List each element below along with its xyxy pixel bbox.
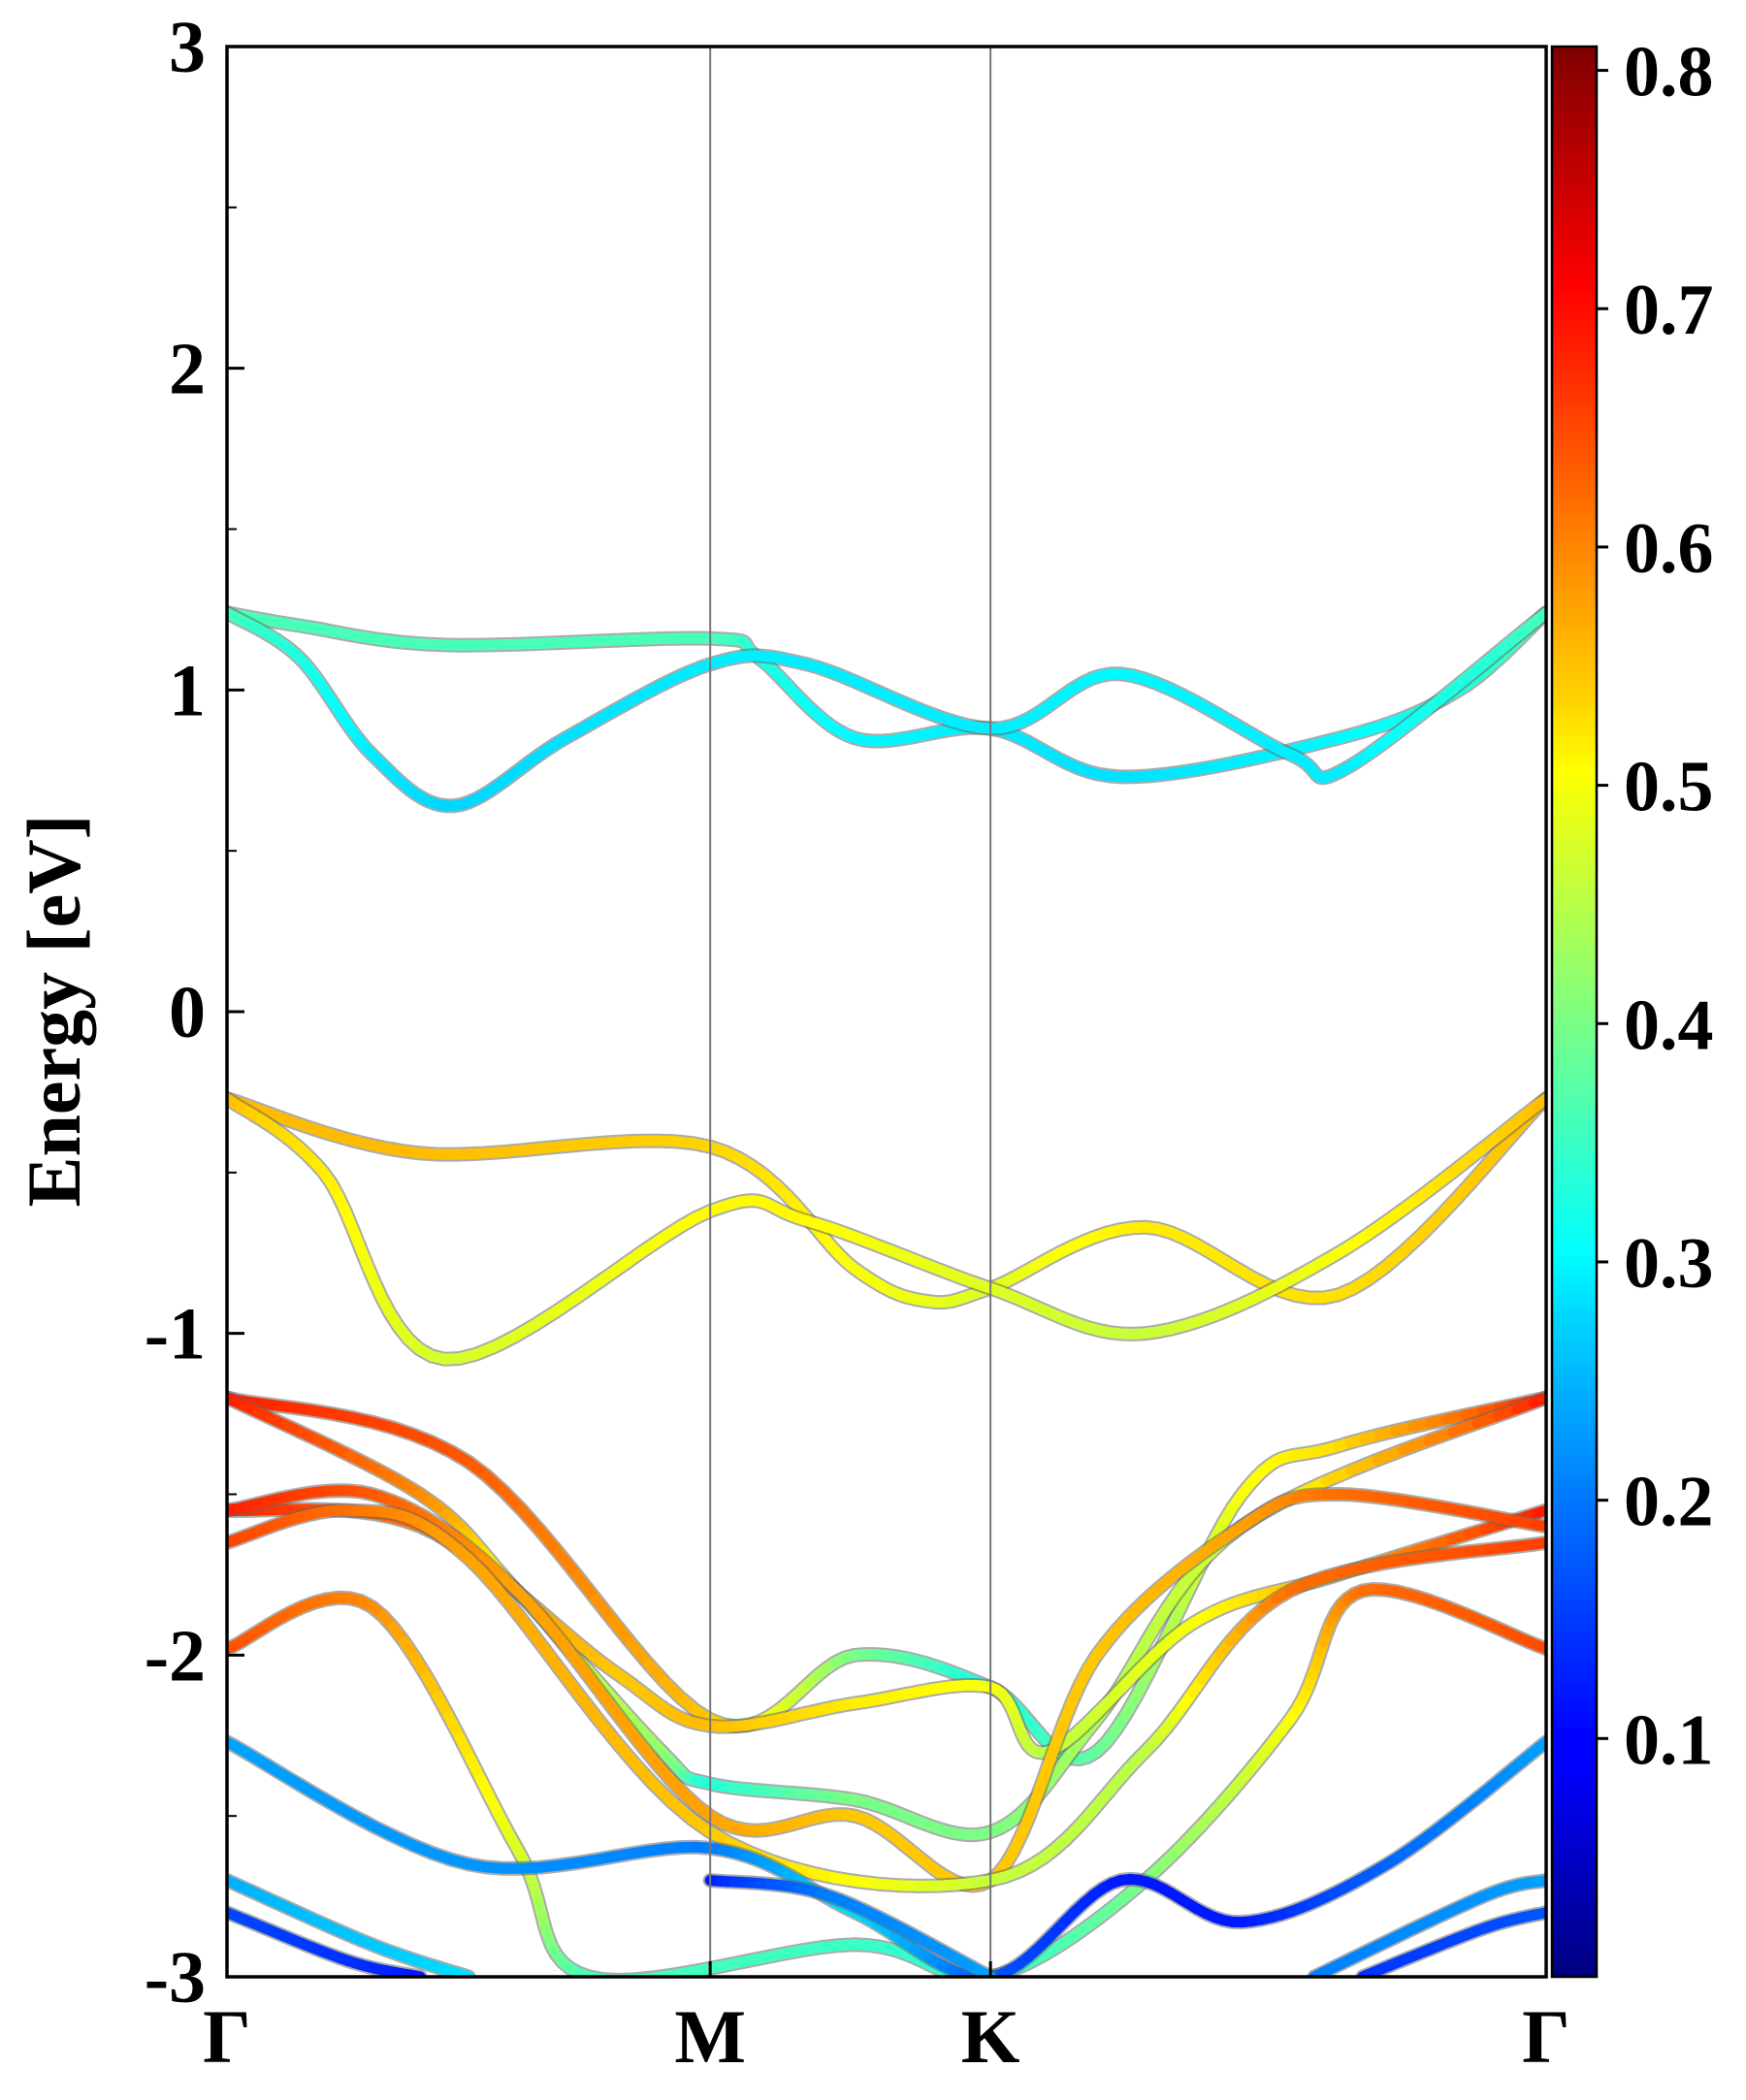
y-axis-label: Energy [eV] [12, 814, 96, 1207]
band-3 [227, 1099, 1546, 1303]
colorbar-tick-label: 0.5 [1624, 748, 1714, 827]
colorbar-tick-label: 0.1 [1624, 1700, 1714, 1780]
colorbar-tick-label: 0.2 [1624, 1463, 1714, 1542]
colorbar-gradient [1552, 47, 1597, 1977]
y-tick-label: 3 [169, 7, 206, 88]
band-6 [227, 1398, 1546, 1835]
colorbar-tick-label: 0.4 [1624, 985, 1714, 1065]
y-tick-label: -1 [145, 1294, 206, 1375]
colorbar-tick-label: 0.6 [1624, 509, 1714, 589]
y-tick-label: -2 [145, 1615, 206, 1696]
x-tick-label: Γ [203, 1994, 251, 2079]
colorbar-tick-label: 0.8 [1624, 33, 1714, 113]
band-7 [227, 1509, 1546, 1753]
y-tick-label: -3 [145, 1937, 206, 2019]
y-tick-label: 0 [169, 972, 206, 1053]
colorbar-tick-label: 0.7 [1624, 271, 1714, 350]
y-tick-label: 1 [169, 650, 206, 731]
colorbar-tick-label: 0.3 [1624, 1224, 1714, 1304]
x-tick-label: M [674, 1994, 746, 2079]
colorbar [1552, 47, 1597, 1977]
y-tick-label: 2 [169, 329, 206, 410]
band-15 [1314, 1881, 1546, 1978]
x-tick-label: K [961, 1994, 1020, 2079]
colorbar-ticks: 0.1 0.2 0.3 0.4 0.5 0.6 0.7 0.8 [1597, 33, 1714, 1781]
band-4 [227, 1099, 1546, 1360]
bands-layer [227, 613, 1546, 1981]
y-axis: -3 -2 -1 0 1 2 3 [145, 7, 244, 2019]
x-tick-label: Γ [1522, 1994, 1570, 2079]
